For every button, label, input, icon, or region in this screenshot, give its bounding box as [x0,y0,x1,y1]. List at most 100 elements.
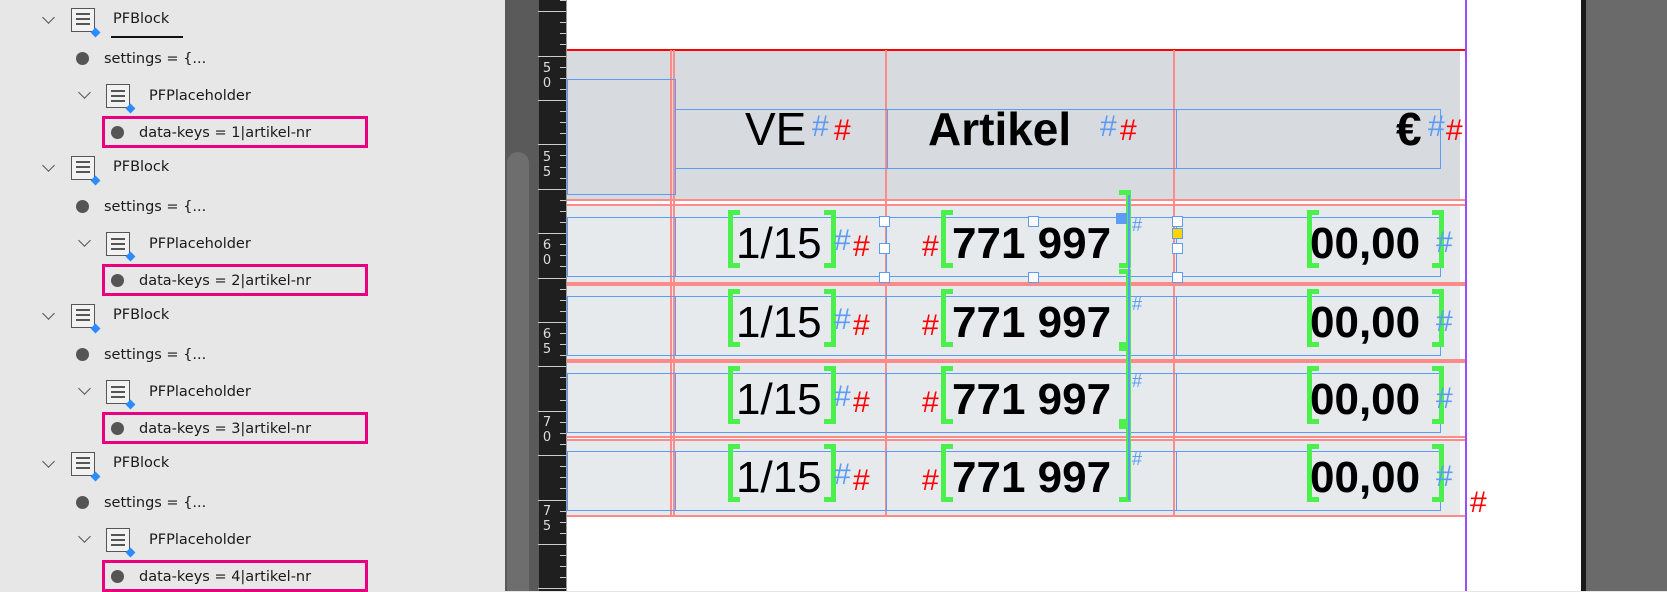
chevron-down-icon[interactable] [78,382,91,395]
block-icon [71,304,101,334]
tree-item-data-keys[interactable]: data-keys = 2|artikel-nr [139,273,312,289]
chevron-down-icon[interactable] [78,234,91,247]
ruler-tick [538,543,566,545]
text-frame [675,373,887,433]
cell-ve[interactable]: 1/15 [736,219,822,268]
ruler-tick [560,555,566,556]
tree-item-pfblock[interactable]: PFBlock [113,159,170,175]
ruler-tick [560,255,566,257]
text-frame [675,451,887,511]
ruler-tick [538,410,566,412]
cell-price[interactable]: 00,00 [1310,298,1421,347]
cell-artikel[interactable]: 771 997 [952,453,1112,502]
block-icon [106,232,136,262]
selection-handle[interactable] [1172,216,1183,227]
ruler-label-ones: 5 [542,341,552,357]
cell-artikel[interactable]: 771 997 [952,375,1112,424]
text-frame [567,79,676,195]
tree-item-data-keys[interactable]: data-keys = 1|artikel-nr [139,125,312,141]
tree-item-pfblock[interactable]: PFBlock [113,455,170,471]
bullet-icon [76,348,89,361]
ruler-tick [560,122,566,124]
ruler-tick [560,166,566,168]
cell-ve[interactable]: 1/15 [736,453,822,502]
cell-ve[interactable]: 1/15 [736,298,822,347]
selection-handle[interactable] [1028,216,1039,227]
selection-handle[interactable] [879,216,890,227]
header-euro[interactable]: € [1396,103,1422,155]
tag-bracket-close [1432,289,1444,347]
tree-item-pfplaceholder[interactable]: PFPlaceholder [149,384,251,400]
tree-item-settings[interactable]: settings = {... [104,347,207,363]
selection-handle[interactable] [1028,272,1039,283]
hash-marker: # [922,464,939,497]
tree-item-data-keys[interactable]: data-keys = 4|artikel-nr [139,569,312,585]
ruler-tick [560,22,566,24]
ruler-tick [560,111,566,112]
ruler-tick [538,277,566,279]
block-icon [71,452,101,482]
ruler-tick [560,421,566,423]
tag-bracket-close [824,444,836,502]
selection-handle[interactable] [1172,272,1183,283]
ruler-tick [538,588,566,590]
ruler-tick [560,244,566,246]
header-artikel[interactable]: Artikel [928,103,1072,155]
chevron-down-icon[interactable] [42,455,55,468]
tree-item-pfplaceholder[interactable]: PFPlaceholder [149,532,251,548]
cursor-line [1128,195,1130,500]
hash-marker: # [1132,371,1143,391]
cell-artikel[interactable]: 771 997 [952,298,1112,347]
cell-artikel[interactable]: 771 997 [952,219,1112,268]
ruler-tick [560,566,566,568]
ruler-tick [560,77,566,79]
ruler-tick [560,266,566,268]
ruler-label-ones: 0 [542,76,552,91]
chevron-down-icon[interactable] [42,159,55,172]
tree-item-data-keys[interactable]: data-keys = 3|artikel-nr [139,421,312,437]
tag-bracket-close [824,210,836,268]
selection-handle[interactable] [879,243,890,254]
hash-marker: # [1446,114,1463,147]
tree-item-settings[interactable]: settings = {... [104,495,207,511]
chevron-down-icon[interactable] [78,86,91,99]
tree-item-pfplaceholder[interactable]: PFPlaceholder [149,88,251,104]
in-port-icon[interactable] [1172,228,1183,239]
ruler-tick [560,310,566,312]
tree-item-pfblock[interactable]: PFBlock [113,11,170,27]
chevron-down-icon[interactable] [42,307,55,320]
tag-bracket-close [824,366,836,424]
row-border [567,515,1465,517]
selection-handle[interactable] [1172,243,1183,254]
bullet-icon [111,570,124,583]
block-icon [106,528,136,558]
chevron-down-icon[interactable] [42,11,55,24]
cell-price[interactable]: 00,00 [1310,453,1421,502]
bullet-icon [76,200,89,213]
tree-item-pfblock[interactable]: PFBlock [113,307,170,323]
cell-price[interactable]: 00,00 [1310,375,1421,424]
ruler-tick [560,133,566,135]
selection-handle[interactable] [879,272,890,283]
header-ve[interactable]: VE [745,103,807,155]
tree-item-settings[interactable]: settings = {... [104,199,207,215]
selection-underline [111,36,183,38]
structure-panel: PFBlock settings = {... PFPlaceholder data-… [0,0,505,592]
scrollbar-thumb[interactable] [507,152,529,591]
tree-item-pfplaceholder[interactable]: PFPlaceholder [149,236,251,252]
ruler-tick [560,355,566,357]
tree-item-settings[interactable]: settings = {... [104,51,207,67]
cell-ve[interactable]: 1/15 [736,375,822,424]
tag-bracket-close [1432,366,1444,424]
chevron-down-icon[interactable] [78,530,91,543]
ruler-tick [560,88,566,90]
cell-price[interactable]: 00,00 [1310,219,1421,268]
selection-handle[interactable] [1116,213,1127,224]
tag-bracket-close [824,289,836,347]
ruler-tick [560,210,566,212]
ruler-label-tens: 5 [542,61,552,76]
ruler-tick [538,499,566,501]
tag-bracket-open [728,366,740,424]
bullet-icon [111,126,124,139]
